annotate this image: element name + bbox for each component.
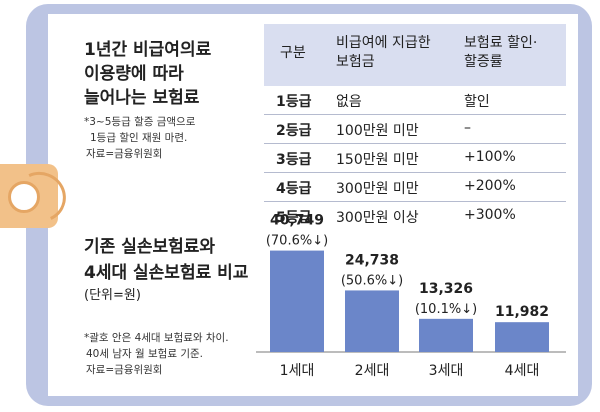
chart-note: *괄호 안은 4세대 보험료와 차이. 40세 남자 월 보험료 기준. 자료=… [84, 330, 229, 378]
bar [345, 290, 399, 352]
bar [270, 250, 324, 352]
cell-grade: 1등급 [276, 94, 312, 110]
header-rate: 보험료 할인· 할증률 [464, 34, 537, 72]
category-label: 3세대 [429, 363, 464, 379]
value-label: 24,738 [345, 252, 399, 268]
table-row: 3등급 150만원 미만 +100% [264, 144, 566, 173]
header-grade: 구분 [280, 44, 306, 63]
cell-rate: +300% [464, 207, 516, 223]
cell-grade: 4등급 [276, 181, 312, 197]
chart-note-line: 40세 남자 월 보험료 기준. [86, 348, 203, 360]
cell-rate: 할인 [464, 94, 490, 110]
cell-claims: 100만원 미만 [336, 123, 419, 139]
section1-note: *3~5등급 할증 금액으로 1등급 할인 재원 마련. 자료=금융위원회 [84, 114, 195, 162]
table-header: 구분 비급여에 지급한 보험금 보험료 할인· 할증률 [264, 24, 566, 86]
value-label: 11,982 [495, 304, 549, 320]
header-text: 할증률 [464, 54, 503, 70]
header-text: 보험금 [336, 54, 375, 70]
cell-claims: 300만원 미만 [336, 181, 419, 197]
diff-label: (10.1%↓) [415, 302, 477, 317]
cell-claims: 없음 [336, 94, 362, 110]
category-label: 4세대 [505, 363, 540, 379]
section1-title-line: 늘어나는 보험료 [84, 88, 200, 108]
cell-claims: 300만원 이상 [336, 210, 419, 226]
cell-grade: 2등급 [276, 123, 312, 139]
section1-note-line: 자료=금융위원회 [86, 148, 163, 160]
chart-unit: (단위=원) [84, 288, 141, 303]
category-label: 1세대 [280, 363, 315, 379]
table-row: 5등급 300만원 이상 +300% [264, 202, 566, 230]
value-label: 13,326 [419, 281, 473, 297]
diff-label: (70.6%↓) [266, 234, 328, 249]
section1-note-line: *3~5등급 할증 금액으로 [84, 116, 196, 128]
header-text: 보험료 할인· [464, 35, 538, 51]
grade-table: 구분 비급여에 지급한 보험금 보험료 할인· 할증률 1등급 없음 할인 2등… [264, 24, 566, 230]
chart-note-line: *괄호 안은 4세대 보험료와 차이. [84, 332, 229, 344]
value-label: 40,749 [270, 213, 324, 229]
chart-note-line: 자료=금융위원회 [86, 364, 163, 376]
section1-title: 1년간 비급여의료 이용량에 따라 늘어나는 보험료 [84, 38, 264, 110]
diff-label: (50.6%↓) [341, 273, 403, 288]
cell-grade: 5등급 [276, 210, 312, 226]
cell-grade: 3등급 [276, 152, 312, 168]
bar [495, 322, 549, 352]
section1-note-line: 1등급 할인 재원 마련. [90, 132, 188, 144]
section1-title-line: 이용량에 따라 [84, 64, 184, 84]
chart-title-line: 4세대 실손보험료 비교 [84, 263, 249, 283]
clip-hole-icon [8, 181, 40, 213]
table-row: 4등급 300만원 미만 +200% [264, 173, 566, 202]
cell-rate: +100% [464, 149, 516, 165]
table-row: 1등급 없음 할인 [264, 86, 566, 115]
chart-title-line: 기존 실손보험료와 [84, 237, 216, 257]
cell-rate: +200% [464, 178, 516, 194]
cell-rate: – [464, 120, 471, 136]
bar [419, 318, 473, 352]
header-text: 구분 [280, 45, 306, 61]
header-text: 비급여에 지급한 [336, 35, 431, 51]
section1-title-line: 1년간 비급여의료 [84, 40, 212, 60]
category-label: 2세대 [355, 363, 390, 379]
header-claims: 비급여에 지급한 보험금 [336, 34, 431, 72]
cell-claims: 150만원 미만 [336, 152, 419, 168]
table-row: 2등급 100만원 미만 – [264, 115, 566, 144]
chart-title: 기존 실손보험료와 4세대 실손보험료 비교 [84, 234, 248, 286]
